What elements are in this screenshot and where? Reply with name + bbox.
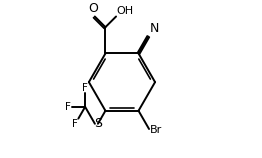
Text: OH: OH bbox=[117, 6, 134, 16]
Text: O: O bbox=[88, 2, 98, 15]
Text: F: F bbox=[72, 119, 78, 129]
Text: N: N bbox=[150, 22, 159, 35]
Text: F: F bbox=[65, 102, 71, 112]
Text: Br: Br bbox=[150, 125, 162, 135]
Text: S: S bbox=[94, 117, 102, 130]
Text: F: F bbox=[82, 83, 88, 93]
